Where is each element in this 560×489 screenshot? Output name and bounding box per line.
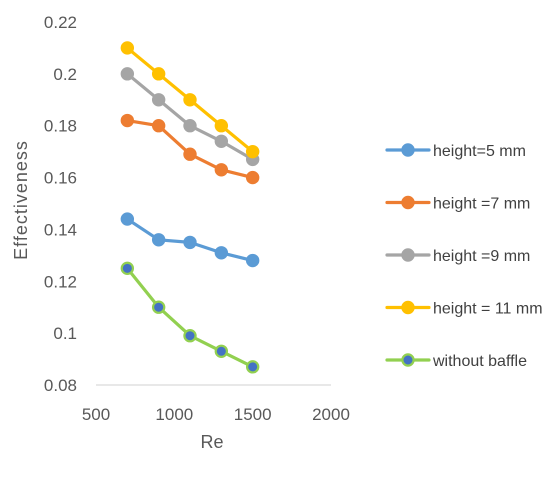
x-axis-title: Re (200, 432, 223, 452)
data-point (183, 235, 197, 250)
x-tick-label: 1000 (155, 405, 193, 424)
x-tick-label: 2000 (312, 405, 350, 424)
data-point (120, 67, 135, 81)
legend-marker (401, 195, 415, 210)
legend-marker (401, 248, 415, 262)
y-tick-label: 0.14 (44, 220, 77, 239)
y-tick-label: 0.16 (44, 169, 77, 188)
data-point (151, 93, 166, 107)
data-point (245, 253, 260, 268)
data-point (183, 147, 197, 161)
legend-marker (401, 300, 415, 315)
series-4 (120, 261, 260, 374)
data-point (183, 329, 197, 343)
legend-label: height=5 mm (433, 143, 526, 160)
data-point (151, 119, 166, 133)
series-1 (120, 113, 260, 185)
data-point (120, 212, 135, 226)
y-tick-label: 0.22 (44, 13, 77, 32)
data-point (214, 119, 229, 133)
data-point (151, 300, 166, 314)
legend-label: without baffle (432, 353, 527, 370)
series (120, 41, 260, 374)
legend-item: height =7 mm (385, 195, 530, 213)
legend-marker (401, 353, 415, 367)
legend-marker (401, 143, 415, 157)
y-tick-label: 0.18 (44, 117, 77, 136)
y-tick-label: 0.08 (44, 376, 77, 395)
series-line (125, 266, 255, 369)
series-line (125, 72, 255, 162)
data-point (214, 134, 229, 148)
tick-labels: 0.08 0.1 0.12 0.14 0.16 0.18 0.2 0.22 500 1000 150… (44, 13, 350, 424)
x-tick-label: 500 (82, 405, 110, 424)
legend-item: without baffle (385, 353, 527, 370)
legend: height=5 mm height =7 mm height =9 mm heigh… (385, 143, 543, 370)
legend-item: height =9 mm (385, 248, 530, 265)
data-point (151, 67, 166, 81)
series-3 (120, 41, 260, 159)
legend-label: height = 11 mm (433, 301, 543, 318)
legend-label: height =9 mm (433, 248, 530, 265)
y-axis-title: Effectiveness (11, 140, 31, 260)
legend-label: height =7 mm (433, 196, 530, 213)
data-point (214, 163, 229, 177)
y-tick-label: 0.12 (44, 272, 77, 291)
series-2 (120, 67, 260, 167)
data-point (183, 93, 197, 107)
x-tick-label: 1500 (234, 405, 272, 424)
data-point (245, 144, 260, 159)
data-point (245, 360, 260, 374)
data-point (120, 261, 135, 276)
series-0 (120, 212, 260, 268)
data-point (245, 170, 260, 185)
y-tick-label: 0.1 (53, 324, 77, 343)
data-point (183, 119, 197, 133)
data-point (214, 246, 229, 260)
legend-item: height = 11 mm (385, 300, 543, 318)
data-point (214, 344, 229, 358)
y-tick-label: 0.2 (53, 65, 77, 84)
legend-item: height=5 mm (385, 143, 526, 160)
data-point (120, 113, 135, 128)
data-point (151, 233, 166, 247)
data-point (120, 41, 135, 55)
